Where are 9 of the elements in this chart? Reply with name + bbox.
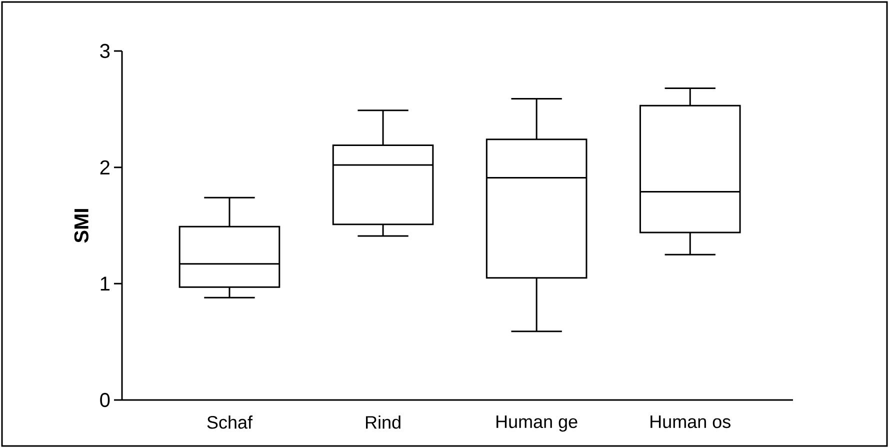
y-axis-title: SMI: [74, 209, 88, 243]
y-tick-label: 3: [100, 44, 110, 58]
x-tick-label: Human ge: [496, 416, 578, 432]
y-tick-label: 2: [100, 160, 110, 174]
x-tick-label: Rind: [366, 416, 400, 429]
y-tick-label: 0: [100, 392, 110, 408]
y-tick-label: 1: [100, 276, 110, 291]
x-tick-label: Human os: [650, 416, 730, 428]
x-tick-label: Schaf: [207, 416, 253, 429]
